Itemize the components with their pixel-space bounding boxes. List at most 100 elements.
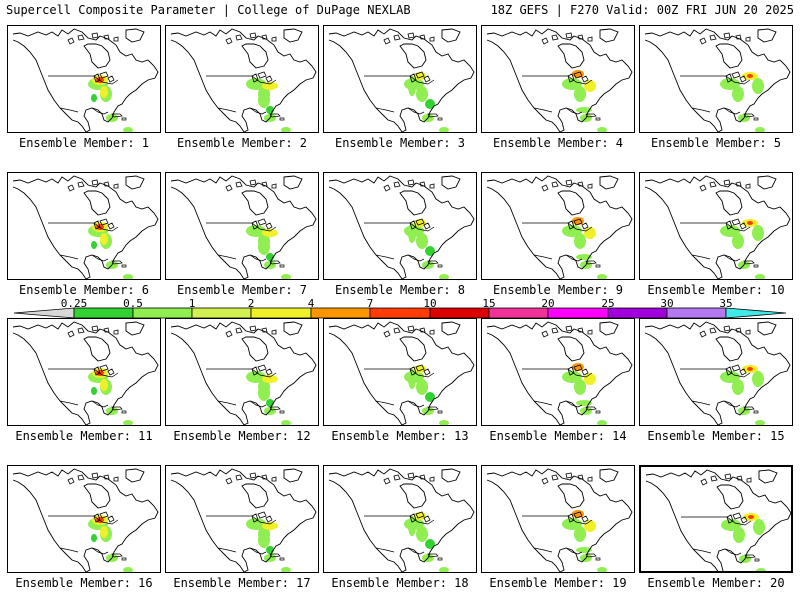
scp-contour xyxy=(747,74,753,78)
great-lakes xyxy=(251,71,273,83)
north-america-map xyxy=(645,469,791,571)
arctic-island xyxy=(113,36,119,42)
arctic-island xyxy=(551,474,559,481)
ensemble-member-label: Ensemble Member: 15 xyxy=(647,429,785,443)
arctic-island xyxy=(577,474,584,480)
arctic-island xyxy=(91,32,99,39)
caribbean-islands xyxy=(111,406,127,414)
valid-time: 18Z GEFS | F270 Valid: 00Z FRI JUN 20 20… xyxy=(490,3,794,17)
great-lakes xyxy=(409,218,431,230)
arctic-island xyxy=(565,32,573,39)
scp-contour xyxy=(755,420,765,425)
ensemble-map-panel xyxy=(323,318,477,426)
ensemble-member-label: Ensemble Member: 7 xyxy=(176,283,308,297)
arctic-island xyxy=(736,475,743,481)
ensemble-member-label: Ensemble Member: 11 xyxy=(15,429,153,443)
ensemble-map-panel xyxy=(165,318,319,426)
arctic-island xyxy=(699,330,707,338)
arctic-island xyxy=(700,478,708,486)
arctic-island xyxy=(699,184,707,192)
arctic-island xyxy=(407,325,415,332)
ensemble-map-panel xyxy=(7,25,161,133)
great-lakes xyxy=(93,511,115,523)
great-lakes xyxy=(726,512,748,524)
coastline xyxy=(328,175,475,279)
arctic-island xyxy=(735,327,742,333)
colorbar-tick-label: 7 xyxy=(366,297,374,310)
arctic-island xyxy=(407,472,415,479)
arctic-island xyxy=(225,330,233,338)
ensemble-map-panel xyxy=(323,465,477,573)
arctic-island xyxy=(577,34,584,40)
arctic-island xyxy=(723,32,731,39)
scp-contour xyxy=(281,127,291,132)
arctic-island xyxy=(429,183,435,189)
scp-contour xyxy=(416,86,428,102)
hudson-bay xyxy=(716,484,744,510)
arctic-island xyxy=(541,37,549,45)
gulf-coast xyxy=(723,107,741,115)
scp-contour xyxy=(584,227,596,239)
political-border xyxy=(364,222,435,260)
scp-contour xyxy=(262,522,278,530)
ensemble-map-panel xyxy=(323,25,477,133)
arctic-island xyxy=(699,37,707,45)
arctic-island xyxy=(587,36,593,42)
gulf-coast xyxy=(407,400,425,408)
scp-contour xyxy=(408,369,416,389)
colorbar-tick-label: 25 xyxy=(601,297,615,310)
gulf-coast xyxy=(249,547,267,555)
arctic-island xyxy=(419,327,426,333)
political-border xyxy=(681,516,752,554)
scp-contour xyxy=(584,520,596,532)
gulf-coast xyxy=(565,400,583,408)
great-lakes xyxy=(567,511,589,523)
arctic-island xyxy=(710,475,718,482)
north-america-map xyxy=(486,321,633,425)
scp-contour xyxy=(425,246,435,256)
greenland xyxy=(441,321,461,336)
gulf-coast xyxy=(91,400,109,408)
greenland xyxy=(283,175,303,190)
colorbar-segment xyxy=(429,307,490,319)
colorbar-tick-label: 15 xyxy=(482,297,496,310)
ensemble-member-label: Ensemble Member: 9 xyxy=(492,283,624,297)
scp-contour xyxy=(755,127,765,132)
colorbar-tick-label: 30 xyxy=(660,297,674,310)
hudson-bay xyxy=(83,483,111,509)
ensemble-member-label: Ensemble Member: 1 xyxy=(18,136,150,150)
ensemble-map-panel xyxy=(481,25,635,133)
ensemble-member-label: Ensemble Member: 12 xyxy=(173,429,311,443)
great-lakes xyxy=(251,511,273,523)
scp-contour xyxy=(747,367,753,371)
ensemble-member-label: Ensemble Member: 6 xyxy=(18,283,150,297)
arctic-island xyxy=(271,329,277,335)
caribbean-islands xyxy=(585,113,601,121)
arctic-island xyxy=(383,37,391,45)
hudson-bay xyxy=(241,483,269,509)
political-border xyxy=(48,515,119,553)
north-america-map xyxy=(170,28,317,132)
north-america-map xyxy=(328,175,475,279)
colorbar-segment xyxy=(369,307,431,319)
arctic-island xyxy=(77,327,85,334)
scp-contour xyxy=(262,82,278,90)
ensemble-member-label: Ensemble Member: 5 xyxy=(650,136,782,150)
scp-contour xyxy=(91,94,97,102)
scp-contour xyxy=(100,233,108,245)
scp-contour xyxy=(584,80,596,92)
north-america-map xyxy=(12,321,159,425)
great-lakes xyxy=(409,511,431,523)
gulf-coast xyxy=(723,254,741,262)
arctic-island xyxy=(565,179,573,186)
scp-contour xyxy=(281,274,291,279)
caribbean-islands xyxy=(743,113,759,121)
caribbean-islands xyxy=(269,406,285,414)
scp-contour xyxy=(439,420,449,425)
hudson-bay xyxy=(399,336,427,362)
arctic-island xyxy=(77,34,85,41)
coastline xyxy=(12,175,159,279)
political-border xyxy=(522,75,593,113)
hudson-bay xyxy=(715,43,743,69)
scp-contour xyxy=(91,241,97,249)
